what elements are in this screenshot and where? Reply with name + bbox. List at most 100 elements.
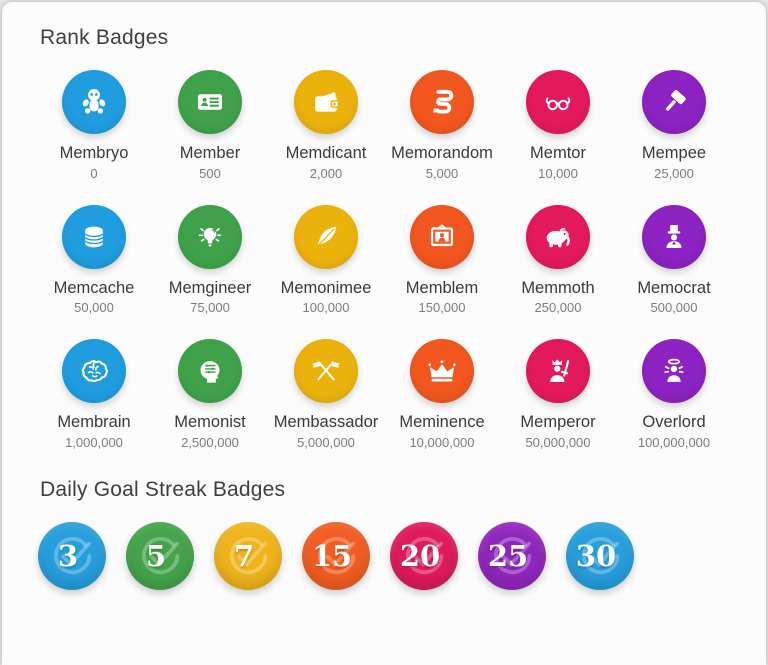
rank-badge-memperor[interactable]: Memperor 50,000,000 xyxy=(500,339,616,450)
rank-badge-points: 5,000,000 xyxy=(297,434,355,450)
overlord-icon xyxy=(664,358,684,383)
brain-icon xyxy=(81,360,108,383)
rank-badge-name: Memperor xyxy=(520,413,596,432)
rank-badge-circle xyxy=(526,204,590,269)
rank-badge-member[interactable]: Member 500 xyxy=(152,70,268,181)
rank-badge-name: Memonist xyxy=(174,413,246,432)
streak-badge-number: 15 xyxy=(311,538,353,573)
rank-badge-circle xyxy=(62,204,126,269)
scroll-icon xyxy=(433,89,454,114)
rank-badge-name: Memblem xyxy=(405,278,479,297)
rank-badge-memorandom[interactable]: Memorandom 5,000 xyxy=(384,70,500,181)
rank-badge-points: 10,000,000 xyxy=(409,434,475,450)
rank-badge-circle xyxy=(178,204,242,269)
rank-badge-points: 2,500,000 xyxy=(181,434,239,450)
rank-badge-points: 5,000 xyxy=(425,165,459,181)
rank-badge-memdicant[interactable]: Memdicant 2,000 xyxy=(268,70,384,181)
rank-badge-memtor[interactable]: Memtor 10,000 xyxy=(500,70,616,181)
rank-badge-circle xyxy=(62,70,126,134)
rank-badge-circle xyxy=(294,70,358,134)
check-circle-icon xyxy=(142,536,180,574)
rank-badge-points: 150,000 xyxy=(418,300,466,316)
rank-badge-circle xyxy=(178,70,242,134)
streak-badge-number: 20 xyxy=(399,538,441,573)
rank-badge-memblem[interactable]: Memblem 150,000 xyxy=(384,204,500,316)
rank-badge-name: Memdicant xyxy=(285,144,367,162)
rank-badge-points: 250,000 xyxy=(534,300,582,316)
rank-badge-points: 500 xyxy=(199,165,221,181)
rank-badge-circle xyxy=(410,70,474,134)
rank-badge-circle xyxy=(294,339,358,404)
rank-badge-membrain[interactable]: Membrain 1,000,000 xyxy=(36,339,152,450)
rank-badge-name: Memcache xyxy=(53,278,135,297)
rank-badge-circle xyxy=(62,339,126,404)
rank-badge-points: 1,000,000 xyxy=(65,434,123,450)
rank-badge-meminence[interactable]: Meminence 10,000,000 xyxy=(384,339,500,450)
rank-badges-grid: Membryo 0 Member 500 Memdicant 2,000 Mem… xyxy=(36,70,732,450)
streak-badge-30[interactable]: 30 xyxy=(566,521,634,590)
rank-badge-circle xyxy=(294,204,358,269)
streak-badge-number: 30 xyxy=(575,538,617,573)
streak-badge-number: 25 xyxy=(487,538,529,573)
rank-badge-points: 100,000,000 xyxy=(637,434,711,450)
streak-badge-25[interactable]: 25 xyxy=(478,521,546,590)
streak-badge-20[interactable]: 20 xyxy=(390,521,458,590)
rank-badge-circle xyxy=(526,70,590,134)
rank-badge-circle xyxy=(642,204,706,269)
rank-badge-membryo[interactable]: Membryo 0 xyxy=(36,70,152,181)
streak-badge-3[interactable]: 3 xyxy=(38,521,106,590)
rank-badge-name: Memmoth xyxy=(521,278,595,297)
streak-badge-7[interactable]: 7 xyxy=(214,521,282,590)
check-circle-icon xyxy=(406,536,444,574)
rank-badge-membassador[interactable]: Membassador 5,000,000 xyxy=(268,339,384,450)
rank-badge-memgineer[interactable]: Memgineer 75,000 xyxy=(152,204,268,315)
rank-badge-name: Membrain xyxy=(57,413,131,432)
rank-badge-circle xyxy=(526,339,590,404)
streak-badge-15[interactable]: 15 xyxy=(302,521,370,590)
rank-badge-name: Memocrat xyxy=(637,278,711,297)
rank-badge-circle xyxy=(178,339,242,404)
feather-icon xyxy=(315,226,337,248)
rank-badge-circle xyxy=(642,70,706,134)
check-circle-icon xyxy=(230,536,268,574)
rank-badge-mempee[interactable]: Mempee 25,000 xyxy=(616,70,732,181)
crown-icon xyxy=(428,360,456,382)
flags-icon xyxy=(312,361,340,381)
check-circle-icon xyxy=(582,536,620,574)
streak-badge-number: 5 xyxy=(145,538,167,573)
rank-badge-name: Memtor xyxy=(530,144,586,162)
rank-badge-circle xyxy=(410,204,474,269)
check-circle-icon xyxy=(318,536,356,574)
mammoth-icon xyxy=(546,227,570,247)
rank-badge-circle xyxy=(410,339,474,404)
streak-badges-title: Daily Goal Streak Badges xyxy=(40,477,286,501)
streak-badge-number: 3 xyxy=(57,538,79,573)
streak-badge-5[interactable]: 5 xyxy=(126,521,194,590)
rank-badge-overlord[interactable]: Overlord 100,000,000 xyxy=(616,339,732,450)
rank-badge-name: Memonimee xyxy=(280,278,372,297)
id-card-icon xyxy=(197,94,223,110)
rank-badge-points: 100,000 xyxy=(302,300,350,316)
baby-icon xyxy=(82,88,106,114)
rank-badges-title: Rank Badges xyxy=(40,26,169,49)
check-circle-icon xyxy=(494,536,532,574)
rank-badge-name: Meminence xyxy=(399,413,485,432)
rank-badge-memmoth[interactable]: Memmoth 250,000 xyxy=(500,204,616,316)
wallet-icon xyxy=(315,91,340,112)
rank-badge-points: 2,000 xyxy=(309,165,343,181)
rank-badge-name: Membassador xyxy=(273,413,379,432)
portrait-icon xyxy=(430,223,454,246)
rank-badge-circle xyxy=(642,339,706,404)
top-hat-icon xyxy=(666,224,682,248)
database-icon xyxy=(84,226,104,247)
lightbulb-icon xyxy=(198,227,222,246)
rank-badge-points: 500,000 xyxy=(650,300,698,316)
rank-badge-points: 25,000 xyxy=(654,165,694,181)
rank-badge-memcache[interactable]: Memcache 50,000 xyxy=(36,204,152,315)
rank-badge-memonimee[interactable]: Memonimee 100,000 xyxy=(268,204,384,316)
rank-badge-memonist[interactable]: Memonist 2,500,000 xyxy=(152,339,268,450)
rank-badge-memocrat[interactable]: Memocrat 500,000 xyxy=(616,204,732,316)
check-circle-icon xyxy=(54,536,92,574)
rank-badge-name: Member xyxy=(179,144,241,162)
